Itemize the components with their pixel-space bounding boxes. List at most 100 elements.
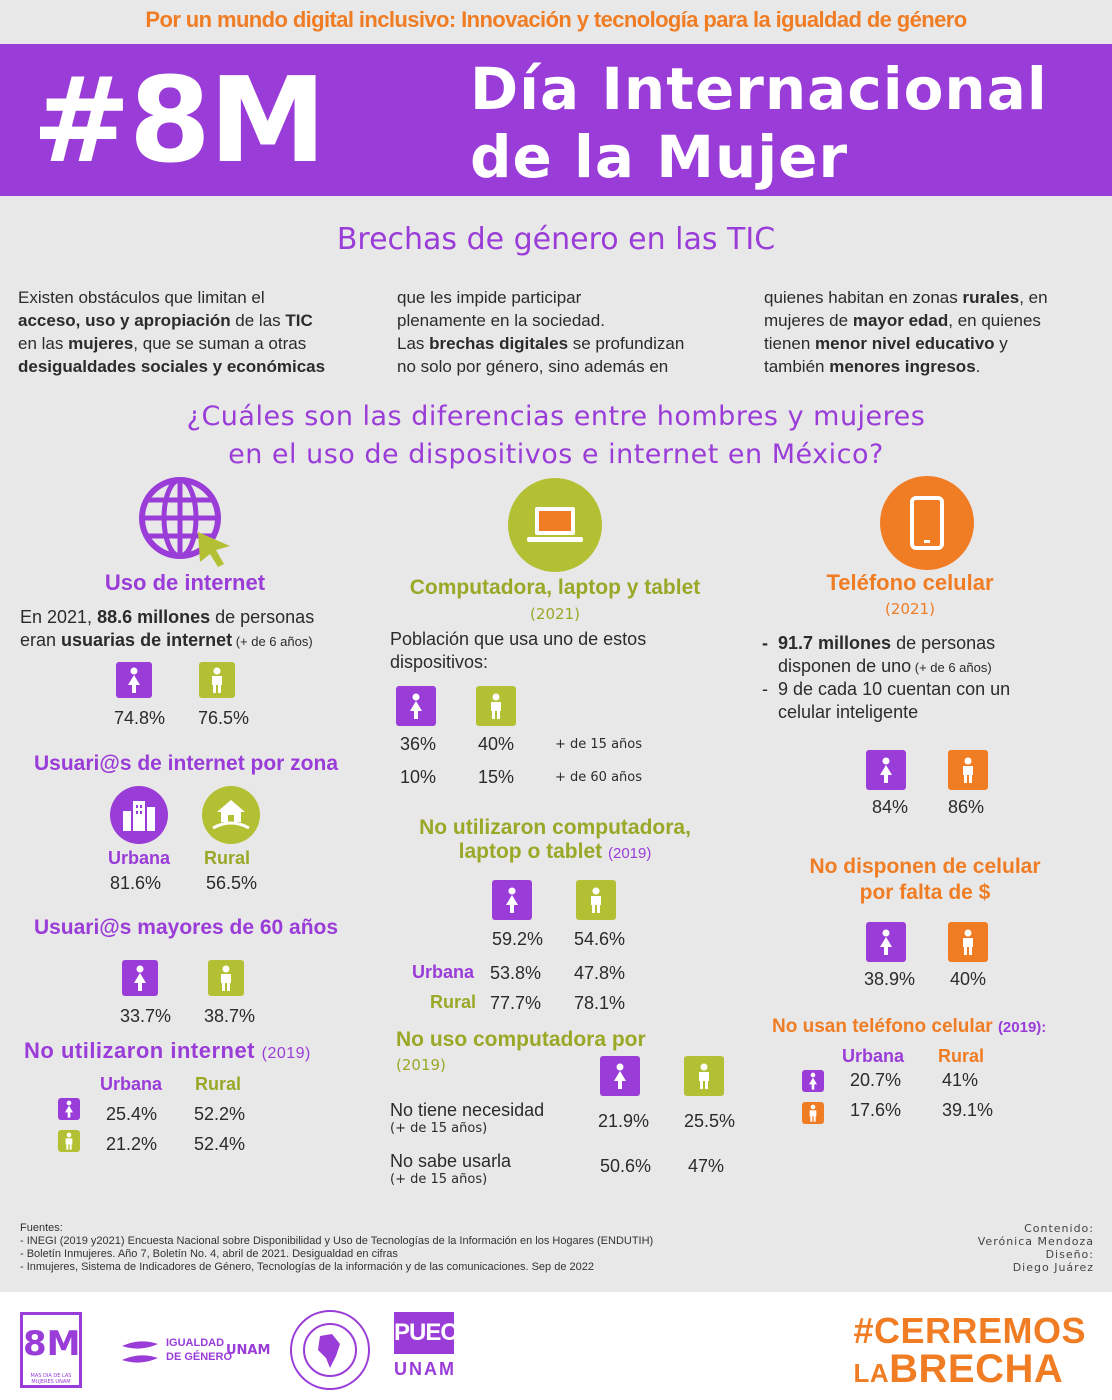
footer-band <box>0 1292 1112 1400</box>
man-icon <box>576 880 616 920</box>
reason-2-label: No sabe usarla <box>390 1151 512 1171</box>
older-women-value: 33.7% <box>120 1006 172 1026</box>
no-computer-men: 54.6% <box>574 929 626 949</box>
computer-text: Población que usa uno de estos dispositi… <box>390 629 647 672</box>
reason-2-sub: (+ de 15 años) <box>390 1172 488 1187</box>
header-title-line1: Día Internacional <box>470 55 1048 123</box>
man-icon <box>948 750 988 790</box>
intro-col-3: quienes habitan en zonas rurales, en muj… <box>764 288 1048 376</box>
woman-icon <box>866 750 906 790</box>
no-internet-title: No utilizaron internet (2019) <box>24 1038 311 1063</box>
smartphone-icon <box>880 476 974 570</box>
logo-8m: 8M MAS DIA DE LAS MUJERES UNAM <box>20 1312 82 1388</box>
man-icon <box>948 922 988 962</box>
no-phone-men: 40% <box>950 969 987 989</box>
no-computer-title: No utilizaron computadora, laptop o tabl… <box>419 816 691 863</box>
header-title-line2: de la Mujer <box>470 123 849 191</box>
unam-seal <box>290 1310 370 1390</box>
no-internet-urbana-label: Urbana <box>100 1074 163 1094</box>
older-users-title: Usuari@s mayores de 60 años <box>33 916 339 939</box>
no-phone-money-title: No disponen de celular por falta de $ <box>809 855 1041 904</box>
woman-icon <box>492 880 532 920</box>
woman-icon <box>396 686 436 726</box>
no-computer-rural-men: 78.1% <box>574 993 626 1013</box>
computer-women-15: 36% <box>400 734 437 754</box>
man-icon <box>476 686 516 726</box>
man-icon <box>208 960 244 996</box>
man-icon <box>199 662 235 698</box>
computer-title: Computadora, laptop y tablet <box>409 576 701 599</box>
hashtag-8m: #8M <box>32 51 326 189</box>
woman-icon <box>116 662 152 698</box>
internet-men-value: 76.5% <box>198 708 250 728</box>
no-computer-urbana-label: Urbana <box>412 962 475 982</box>
phone-women-value: 84% <box>872 797 909 817</box>
no-computer-urban-women: 53.8% <box>490 963 542 983</box>
logo-puec: PUEC UNAM <box>394 1312 458 1388</box>
older-men-value: 38.7% <box>204 1006 256 1026</box>
question-title: ¿Cuáles son las diferencias entre hombre… <box>186 401 926 470</box>
reason-1-label: No tiene necesidad <box>390 1100 545 1120</box>
age-15-label: + de 15 años <box>555 737 643 752</box>
intro-col-2: que les impide participar plenamente en … <box>397 288 685 376</box>
phone-men-value: 86% <box>948 797 985 817</box>
reason-2-women: 50.6% <box>600 1156 652 1176</box>
credits: Contenido: Verónica Mendoza Diseño: Dieg… <box>977 1222 1094 1274</box>
rural-value: 56.5% <box>206 873 258 893</box>
top-banner: Por un mundo digital inclusivo: Innovaci… <box>145 7 967 32</box>
reason-title: No uso computadora por <box>396 1028 646 1051</box>
urban-label: Urbana <box>108 848 171 868</box>
internet-text: En 2021, 88.6 millones de personas eran … <box>20 607 315 650</box>
no-use-women-rural: 41% <box>942 1070 979 1090</box>
intro-col-1: Existen obstáculos que limitan el acceso… <box>18 288 326 376</box>
man-icon <box>58 1130 80 1152</box>
cerremos-la-brecha: #CERREMOS LABRECHA <box>853 1310 1086 1391</box>
internet-women-value: 74.8% <box>114 708 166 728</box>
laptop-icon <box>508 478 602 572</box>
computer-men-15: 40% <box>478 734 515 754</box>
man-icon <box>684 1056 724 1096</box>
no-use-women-urban: 20.7% <box>850 1070 902 1090</box>
header-band <box>0 44 1112 196</box>
woman-icon <box>600 1056 640 1096</box>
phone-bullet-1: - 91.7 millones de personas disponen de … <box>762 633 996 676</box>
no-internet-women-rural: 52.2% <box>194 1104 246 1124</box>
no-computer-rural-label: Rural <box>430 992 477 1012</box>
no-use-rural-label: Rural <box>938 1046 985 1066</box>
globe-icon <box>136 474 232 570</box>
no-use-men-urban: 17.6% <box>850 1100 902 1120</box>
no-use-urbana-label: Urbana <box>842 1046 905 1066</box>
no-internet-men-rural: 52.4% <box>194 1134 246 1154</box>
reason-1-sub: (+ de 15 años) <box>390 1121 488 1136</box>
man-icon <box>802 1102 824 1124</box>
rural-label: Rural <box>204 848 251 868</box>
internet-zone-title: Usuari@s de internet por zona <box>33 752 339 775</box>
computer-women-60: 10% <box>400 767 437 787</box>
no-phone-women: 38.9% <box>864 969 916 989</box>
phone-title: Teléfono celular <box>826 570 994 595</box>
reason-2-men: 47% <box>688 1156 725 1176</box>
city-icon <box>110 786 168 844</box>
no-computer-women: 59.2% <box>492 929 544 949</box>
phone-year: (2021) <box>885 600 935 618</box>
woman-icon <box>866 922 906 962</box>
phone-bullet-2: - 9 de cada 10 cuentan con un celular in… <box>762 679 1011 722</box>
woman-icon <box>802 1070 824 1092</box>
urban-value: 81.6% <box>110 873 162 893</box>
section-title: Brechas de género en las TIC <box>336 222 776 257</box>
no-computer-rural-women: 77.7% <box>490 993 542 1013</box>
logo-igualdad-genero: IGUALDAD DE GÉNERO UNAM <box>120 1334 270 1374</box>
age-60-label: + de 60 años <box>555 770 643 785</box>
rural-house-icon <box>202 786 260 844</box>
reason-1-women: 21.9% <box>598 1111 650 1131</box>
no-internet-women-urban: 25.4% <box>106 1104 158 1124</box>
woman-icon <box>122 960 158 996</box>
no-internet-rural-label: Rural <box>195 1074 242 1094</box>
no-use-phone-title: No usan teléfono celular (2019): <box>772 1016 1047 1037</box>
internet-title: Uso de internet <box>104 570 266 595</box>
computer-men-60: 15% <box>478 767 515 787</box>
no-internet-men-urban: 21.2% <box>106 1134 158 1154</box>
reason-1-men: 25.5% <box>684 1111 736 1131</box>
computer-year: (2021) <box>530 605 580 623</box>
no-computer-urban-men: 47.8% <box>574 963 626 983</box>
